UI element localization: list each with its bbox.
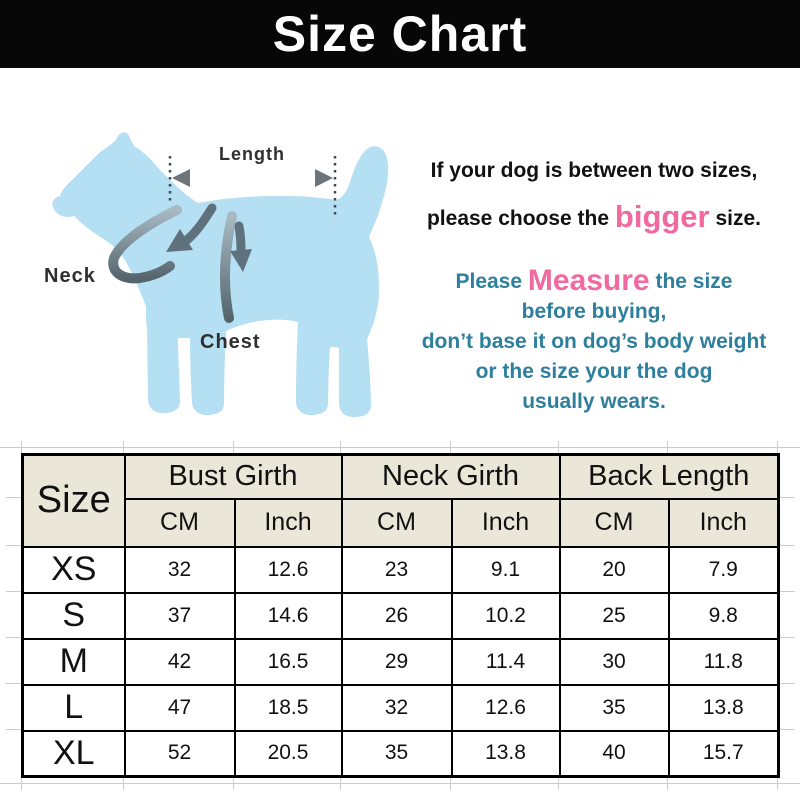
value-cell: 9.1 [450, 545, 561, 594]
table-row: XL 52 20.5 35 13.8 40 15.7 [21, 729, 780, 778]
value-cell: 11.4 [450, 637, 561, 686]
value-cell: 18.5 [233, 683, 343, 732]
value-cell: 52 [123, 729, 236, 778]
chest-measure-label: Chest [200, 331, 261, 353]
measure-note: Please Measure the size before buying, d… [390, 266, 798, 417]
table-row: M 42 16.5 29 11.4 30 11.8 [21, 637, 780, 686]
back-length-header: Back Length [558, 453, 780, 500]
size-cell: M [21, 637, 126, 686]
table-group-header-row: Size Bust Girth Neck Girth Back Length [21, 453, 780, 548]
dog-measurement-diagram: Length Neck Chest [0, 100, 400, 440]
value-cell: 16.5 [233, 637, 343, 686]
table-row: L 47 18.5 32 12.6 35 13.8 [21, 683, 780, 732]
neck-strap [108, 205, 182, 284]
value-cell: 32 [340, 683, 453, 732]
table-row: XS 32 12.6 23 9.1 20 7.9 [21, 545, 780, 594]
advice-line: usually wears. [522, 390, 666, 413]
value-cell: 11.8 [667, 637, 780, 686]
neck-arrow [182, 203, 217, 245]
unit-header: CM [340, 497, 453, 548]
advice-line: please choose the [426, 207, 615, 230]
advice-line: don’t base it on dog’s body weight [421, 330, 767, 353]
length-measure-label: Length [219, 144, 285, 164]
value-cell: 14.6 [233, 591, 343, 640]
dog-illustration [52, 132, 389, 417]
bigger-highlight: bigger [614, 199, 710, 234]
page-title: Size Chart [272, 6, 528, 62]
value-cell: 35 [340, 729, 453, 778]
value-cell: 15.7 [667, 729, 780, 778]
chest-arrow [234, 221, 246, 255]
value-cell: 35 [558, 683, 670, 732]
neck-girth-header: Neck Girth [340, 453, 561, 500]
value-cell: 12.6 [450, 683, 561, 732]
value-cell: 26 [340, 591, 453, 640]
table-row: S 37 14.6 26 10.2 25 9.8 [21, 591, 780, 640]
size-table: Size Bust Girth Neck Girth Back Length C… [21, 453, 780, 778]
unit-header: CM [558, 497, 670, 548]
advice-line: the size [649, 270, 733, 293]
value-cell: 9.8 [667, 591, 780, 640]
title-bar: Size Chart [0, 0, 800, 68]
length-arrowhead-left [172, 169, 190, 187]
value-cell: 20.5 [233, 729, 343, 778]
value-cell: 13.8 [450, 729, 561, 778]
neck-arrowhead [166, 229, 193, 252]
size-cell: S [21, 591, 126, 640]
value-cell: 12.6 [233, 545, 343, 594]
advice-line: size. [709, 207, 761, 230]
unit-header: CM [123, 497, 236, 548]
table-unit-header-row: CM Inch CM Inch CM Inch [23, 497, 780, 548]
advice-line: Please [455, 270, 528, 293]
value-cell: 29 [340, 637, 453, 686]
bust-girth-header: Bust Girth [123, 453, 343, 500]
advice-line: If your dog is between two sizes, [430, 159, 758, 182]
value-cell: 47 [123, 683, 236, 732]
value-cell: 40 [558, 729, 670, 778]
length-arrowhead-right [315, 169, 333, 187]
value-cell: 32 [123, 545, 236, 594]
measure-highlight: Measure [527, 264, 650, 297]
chest-arrowhead [230, 249, 252, 272]
value-cell: 30 [558, 637, 670, 686]
size-cell: L [21, 683, 126, 732]
sizing-advice: If your dog is between two sizes, please… [390, 148, 798, 417]
value-cell: 13.8 [667, 683, 780, 732]
advice-line: before buying, [521, 300, 667, 323]
size-column-header: Size [21, 453, 126, 548]
value-cell: 20 [558, 545, 670, 594]
neck-measure-label: Neck [44, 265, 96, 287]
unit-header: Inch [233, 497, 343, 548]
value-cell: 37 [123, 591, 236, 640]
value-cell: 10.2 [450, 591, 561, 640]
between-sizes-note: If your dog is between two sizes, please… [390, 148, 798, 242]
unit-header: Inch [450, 497, 561, 548]
value-cell: 7.9 [667, 545, 780, 594]
unit-header: Inch [667, 497, 780, 548]
size-cell: XS [21, 545, 126, 594]
value-cell: 23 [340, 545, 453, 594]
advice-line: or the size your the dog [475, 360, 713, 383]
size-cell: XL [21, 729, 126, 778]
chest-strap [220, 211, 237, 323]
value-cell: 42 [123, 637, 236, 686]
value-cell: 25 [558, 591, 670, 640]
